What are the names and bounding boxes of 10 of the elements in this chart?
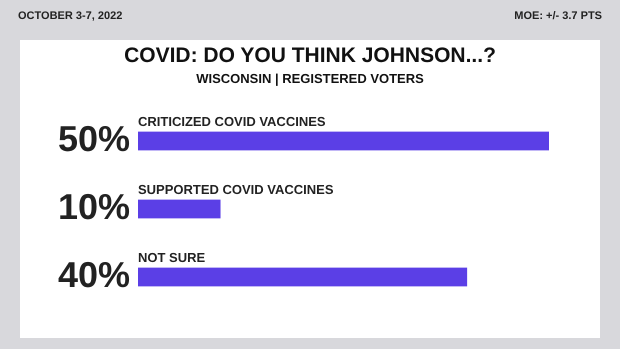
- chart-subtitle: WISCONSIN | REGISTERED VOTERS: [195, 71, 425, 86]
- text: OCTOBER 3-7, 2022: [18, 10, 122, 22]
- y-tick-label: SUPPORTED COVID VACCINES: [138, 182, 334, 198]
- y-tick-label: NOT SURE: [138, 250, 206, 266]
- data-label: 40%: [58, 254, 130, 295]
- data-label: 50%: [58, 118, 130, 159]
- text: MOE: +/- 3.7 PTS: [514, 10, 602, 22]
- y-tick-label: CRITICIZED COVID VACCINES: [138, 114, 326, 130]
- data-label: 10%: [58, 186, 130, 227]
- chart-title: COVID: DO YOU THINK JOHNSON...?: [123, 44, 497, 68]
